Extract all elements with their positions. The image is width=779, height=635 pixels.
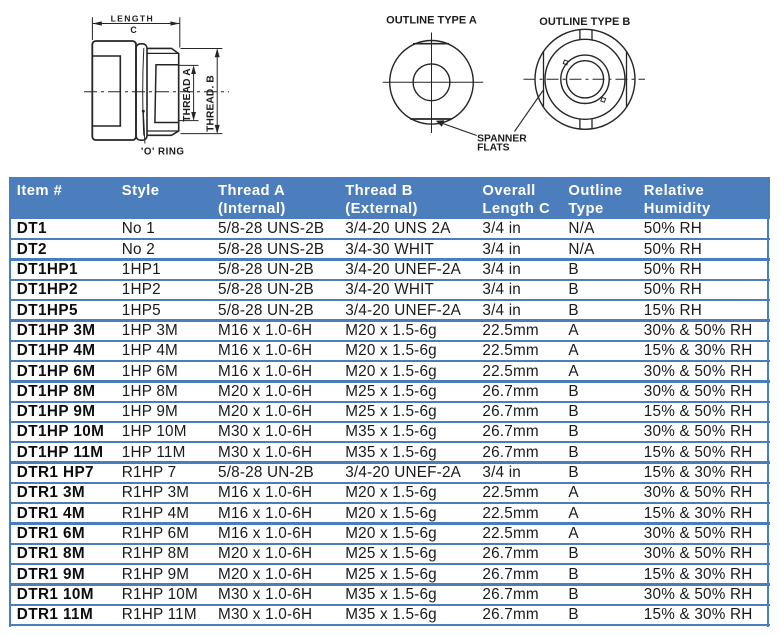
- svg-text:C: C: [130, 25, 137, 35]
- svg-text:FLATS: FLATS: [477, 142, 510, 153]
- svg-text:OUTLINE TYPE B: OUTLINE TYPE B: [539, 16, 630, 28]
- svg-text:LENGTH: LENGTH: [111, 14, 154, 24]
- svg-text:'O' RING: 'O' RING: [141, 146, 184, 157]
- svg-text:SPANNER: SPANNER: [477, 134, 527, 145]
- svg-text:THREAD. B: THREAD. B: [205, 75, 216, 132]
- svg-text:OUTLINE TYPE A: OUTLINE TYPE A: [386, 15, 477, 27]
- svg-text:THREAD A: THREAD A: [182, 68, 193, 122]
